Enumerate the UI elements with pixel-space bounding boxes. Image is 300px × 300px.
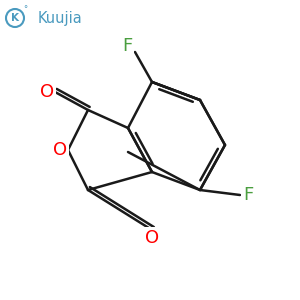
Text: Kuujia: Kuujia	[38, 11, 83, 26]
Text: F: F	[243, 186, 253, 204]
Text: K: K	[11, 13, 19, 23]
Text: O: O	[40, 83, 54, 101]
Text: °: °	[23, 5, 27, 14]
Text: O: O	[145, 229, 159, 247]
Text: O: O	[53, 141, 67, 159]
Text: F: F	[122, 37, 132, 55]
